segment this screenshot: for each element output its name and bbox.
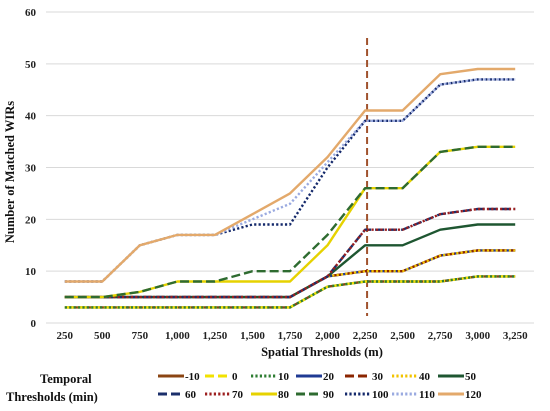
legend-label: -10 bbox=[185, 371, 200, 383]
x-axis-title: Spatial Thresholds (m) bbox=[261, 345, 383, 359]
x-tick-label: 2,250 bbox=[353, 330, 378, 342]
legend-label: 0 bbox=[232, 371, 238, 383]
x-tick-label: 2,000 bbox=[315, 330, 340, 342]
y-tick-label: 10 bbox=[25, 266, 37, 278]
y-tick-label: 20 bbox=[25, 214, 37, 226]
x-tick-label: 2,750 bbox=[428, 330, 453, 342]
legend-label: 90 bbox=[323, 389, 335, 401]
x-tick-label: 1,750 bbox=[278, 330, 303, 342]
x-tick-label: 500 bbox=[94, 330, 111, 342]
series-line-90 bbox=[64, 145, 516, 299]
x-tick-label: 750 bbox=[132, 330, 149, 342]
x-tick-label: 250 bbox=[57, 330, 74, 342]
y-axis-ticks: 0 10 20 30 40 50 60 bbox=[25, 7, 37, 330]
y-tick-label: 40 bbox=[25, 111, 37, 123]
legend-label: 110 bbox=[419, 389, 435, 401]
legend-label: 20 bbox=[323, 371, 335, 383]
series-line-30 bbox=[64, 249, 516, 299]
y-tick-label: 60 bbox=[25, 7, 37, 19]
legend-label: 120 bbox=[465, 389, 482, 401]
legend: Temporal Thresholds (min) -10 0 10 20 30 40 50… bbox=[6, 371, 482, 404]
legend-title-line2: Thresholds (min) bbox=[6, 390, 98, 404]
legend-label: 50 bbox=[465, 371, 477, 383]
legend-label: 70 bbox=[232, 389, 244, 401]
series-line-40 bbox=[64, 249, 516, 299]
y-tick-label: 50 bbox=[25, 59, 37, 71]
legend-label: 60 bbox=[185, 389, 197, 401]
x-tick-label: 1,250 bbox=[203, 330, 228, 342]
gridlines bbox=[46, 11, 534, 324]
series-line-70 bbox=[64, 207, 516, 299]
x-tick-label: 3,250 bbox=[503, 330, 528, 342]
y-tick-label: 30 bbox=[25, 163, 37, 175]
series-line-50 bbox=[64, 223, 516, 299]
x-tick-label: 1,000 bbox=[165, 330, 190, 342]
x-tick-label: 2,500 bbox=[390, 330, 415, 342]
series-lines bbox=[64, 67, 516, 309]
series-line-10 bbox=[64, 275, 516, 309]
x-axis-ticks: 250 500 750 1,000 1,250 1,500 1,750 2,000 2,250 2… bbox=[57, 330, 529, 342]
y-axis-title: Number of Matched WIRs bbox=[3, 101, 17, 243]
legend-label: 80 bbox=[278, 389, 290, 401]
series-line-20 bbox=[64, 249, 516, 299]
series-line-120 bbox=[64, 67, 516, 283]
legend-label: 40 bbox=[419, 371, 431, 383]
x-tick-label: 1,500 bbox=[240, 330, 265, 342]
series-line-80 bbox=[64, 145, 516, 299]
x-tick-label: 3,000 bbox=[465, 330, 490, 342]
y-tick-label: 0 bbox=[31, 318, 37, 330]
legend-label: 10 bbox=[278, 371, 290, 383]
legend-title-line1: Temporal bbox=[40, 372, 92, 386]
legend-label: 100 bbox=[372, 389, 389, 401]
legend-label: 30 bbox=[372, 371, 384, 383]
